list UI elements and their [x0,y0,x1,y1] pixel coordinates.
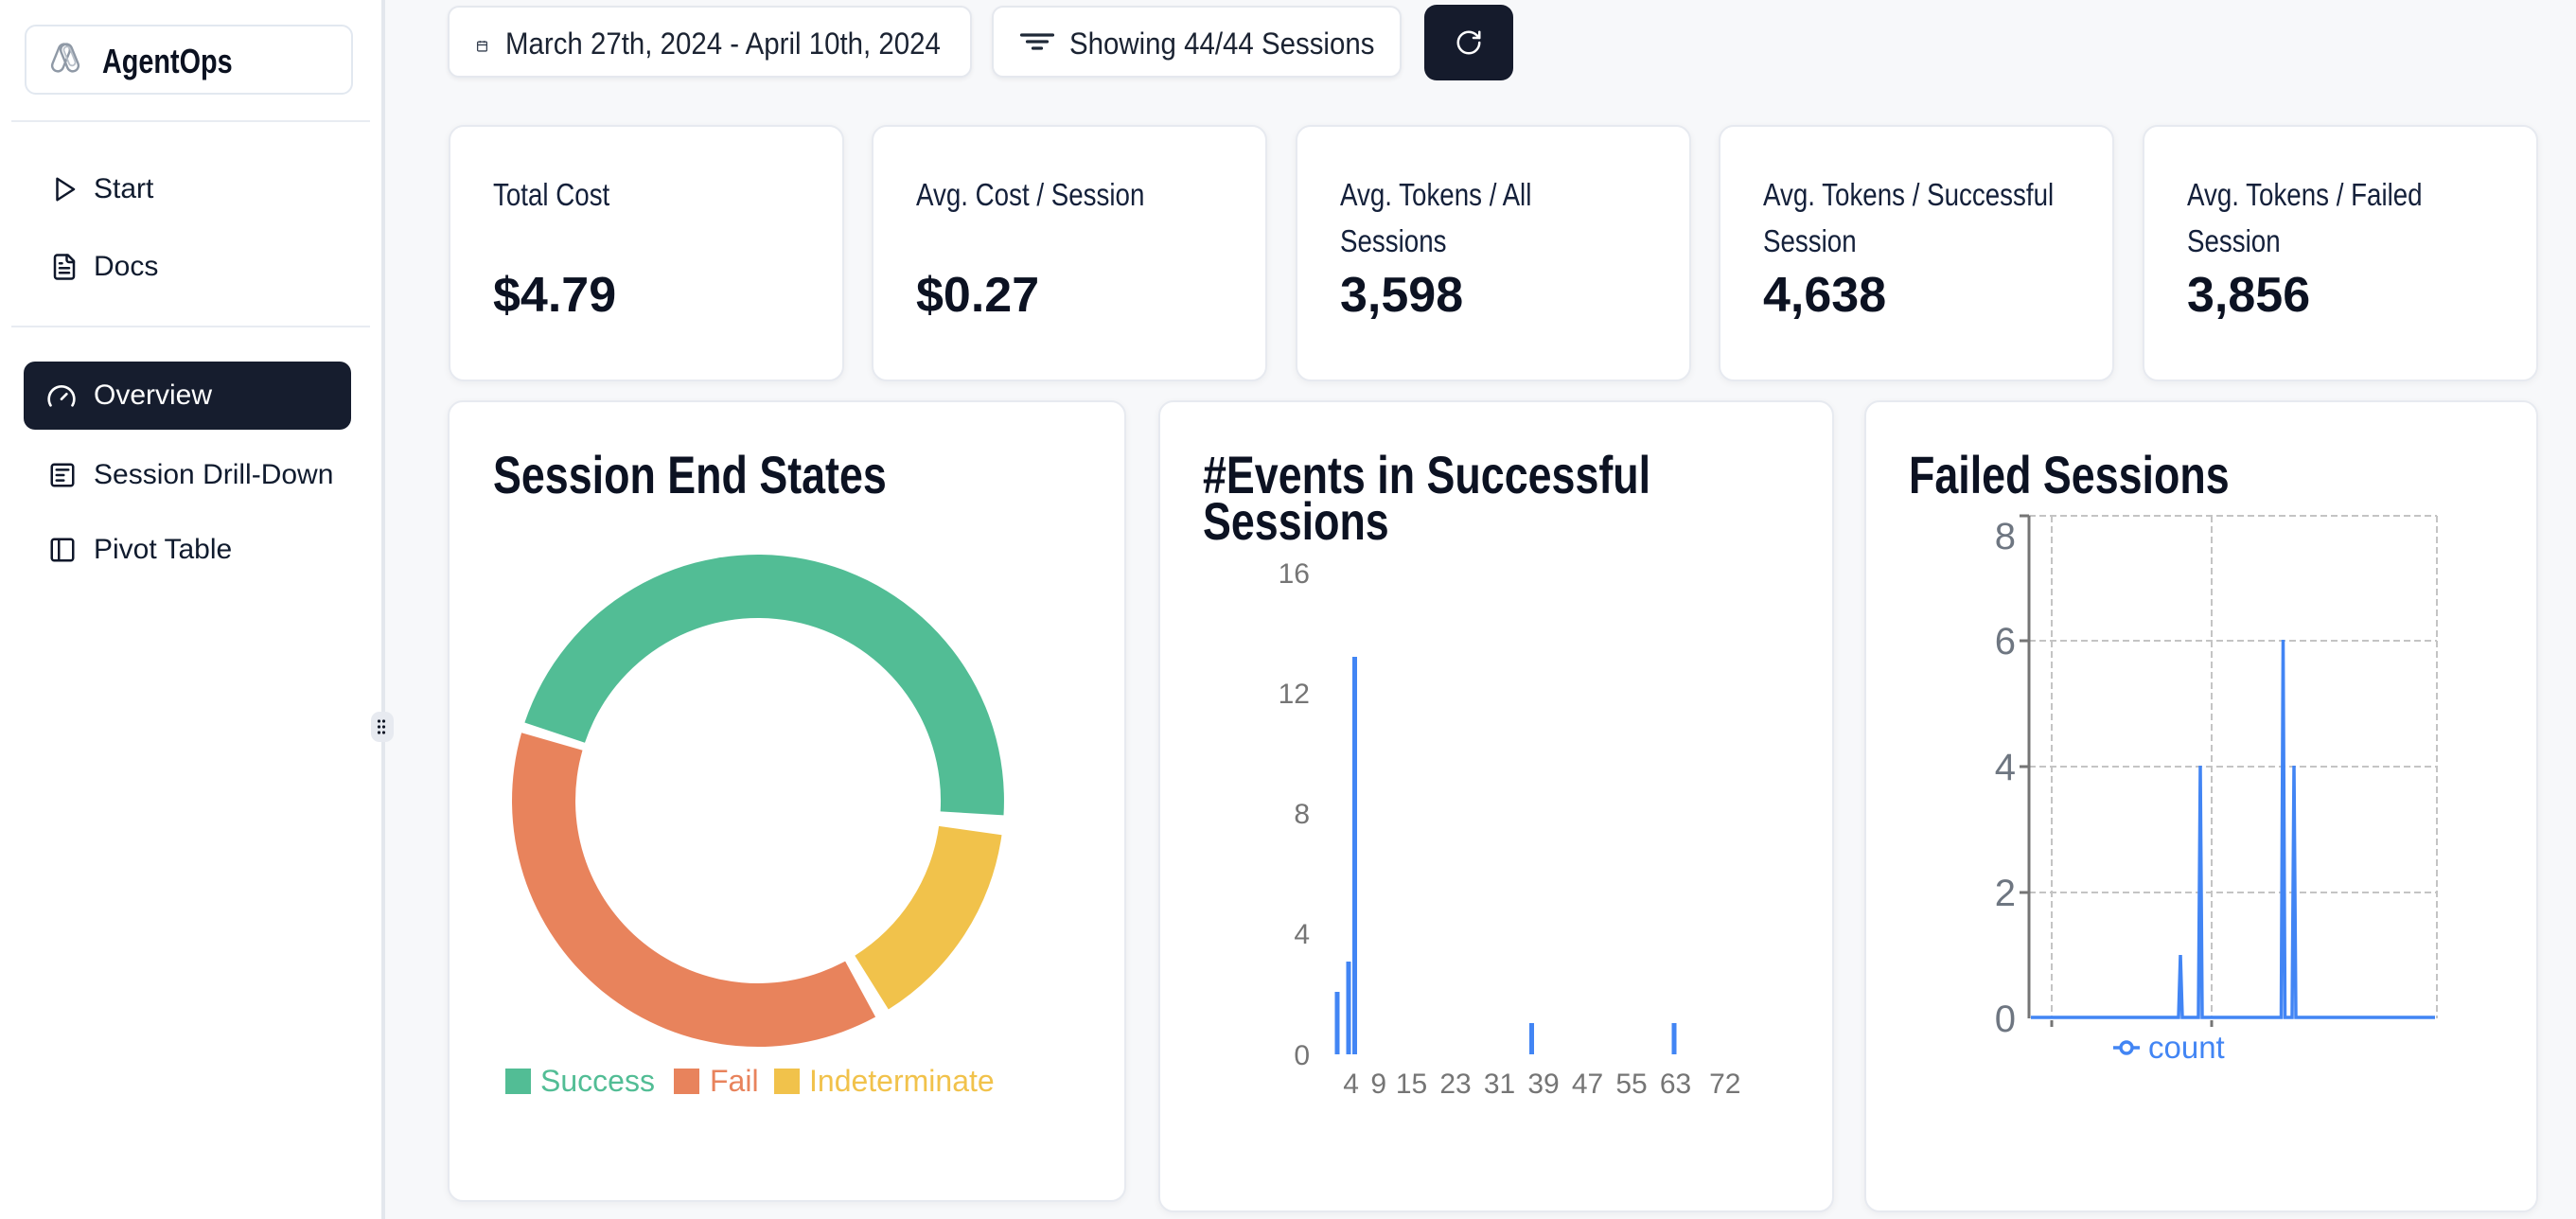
svg-text:12: 12 [1279,679,1310,710]
svg-text:count: count [2148,1030,2225,1065]
svg-text:6: 6 [1995,621,2016,662]
svg-text:4: 4 [1343,1069,1359,1100]
svg-text:47: 47 [1572,1069,1603,1100]
svg-text:55: 55 [1615,1069,1647,1100]
svg-text:15: 15 [1396,1069,1427,1100]
svg-text:8: 8 [1294,799,1310,830]
svg-text:4: 4 [1995,747,2016,788]
svg-text:0: 0 [1294,1040,1310,1071]
svg-text:2: 2 [1995,873,2016,914]
svg-text:63: 63 [1660,1069,1691,1100]
svg-text:16: 16 [1279,558,1310,590]
svg-text:23: 23 [1439,1069,1471,1100]
svg-text:9: 9 [1370,1069,1386,1100]
svg-text:4: 4 [1294,919,1310,950]
svg-text:39: 39 [1527,1069,1559,1100]
svg-text:0: 0 [1995,998,2016,1040]
svg-text:31: 31 [1484,1069,1515,1100]
svg-text:72: 72 [1709,1069,1740,1100]
svg-text:8: 8 [1995,516,2016,557]
